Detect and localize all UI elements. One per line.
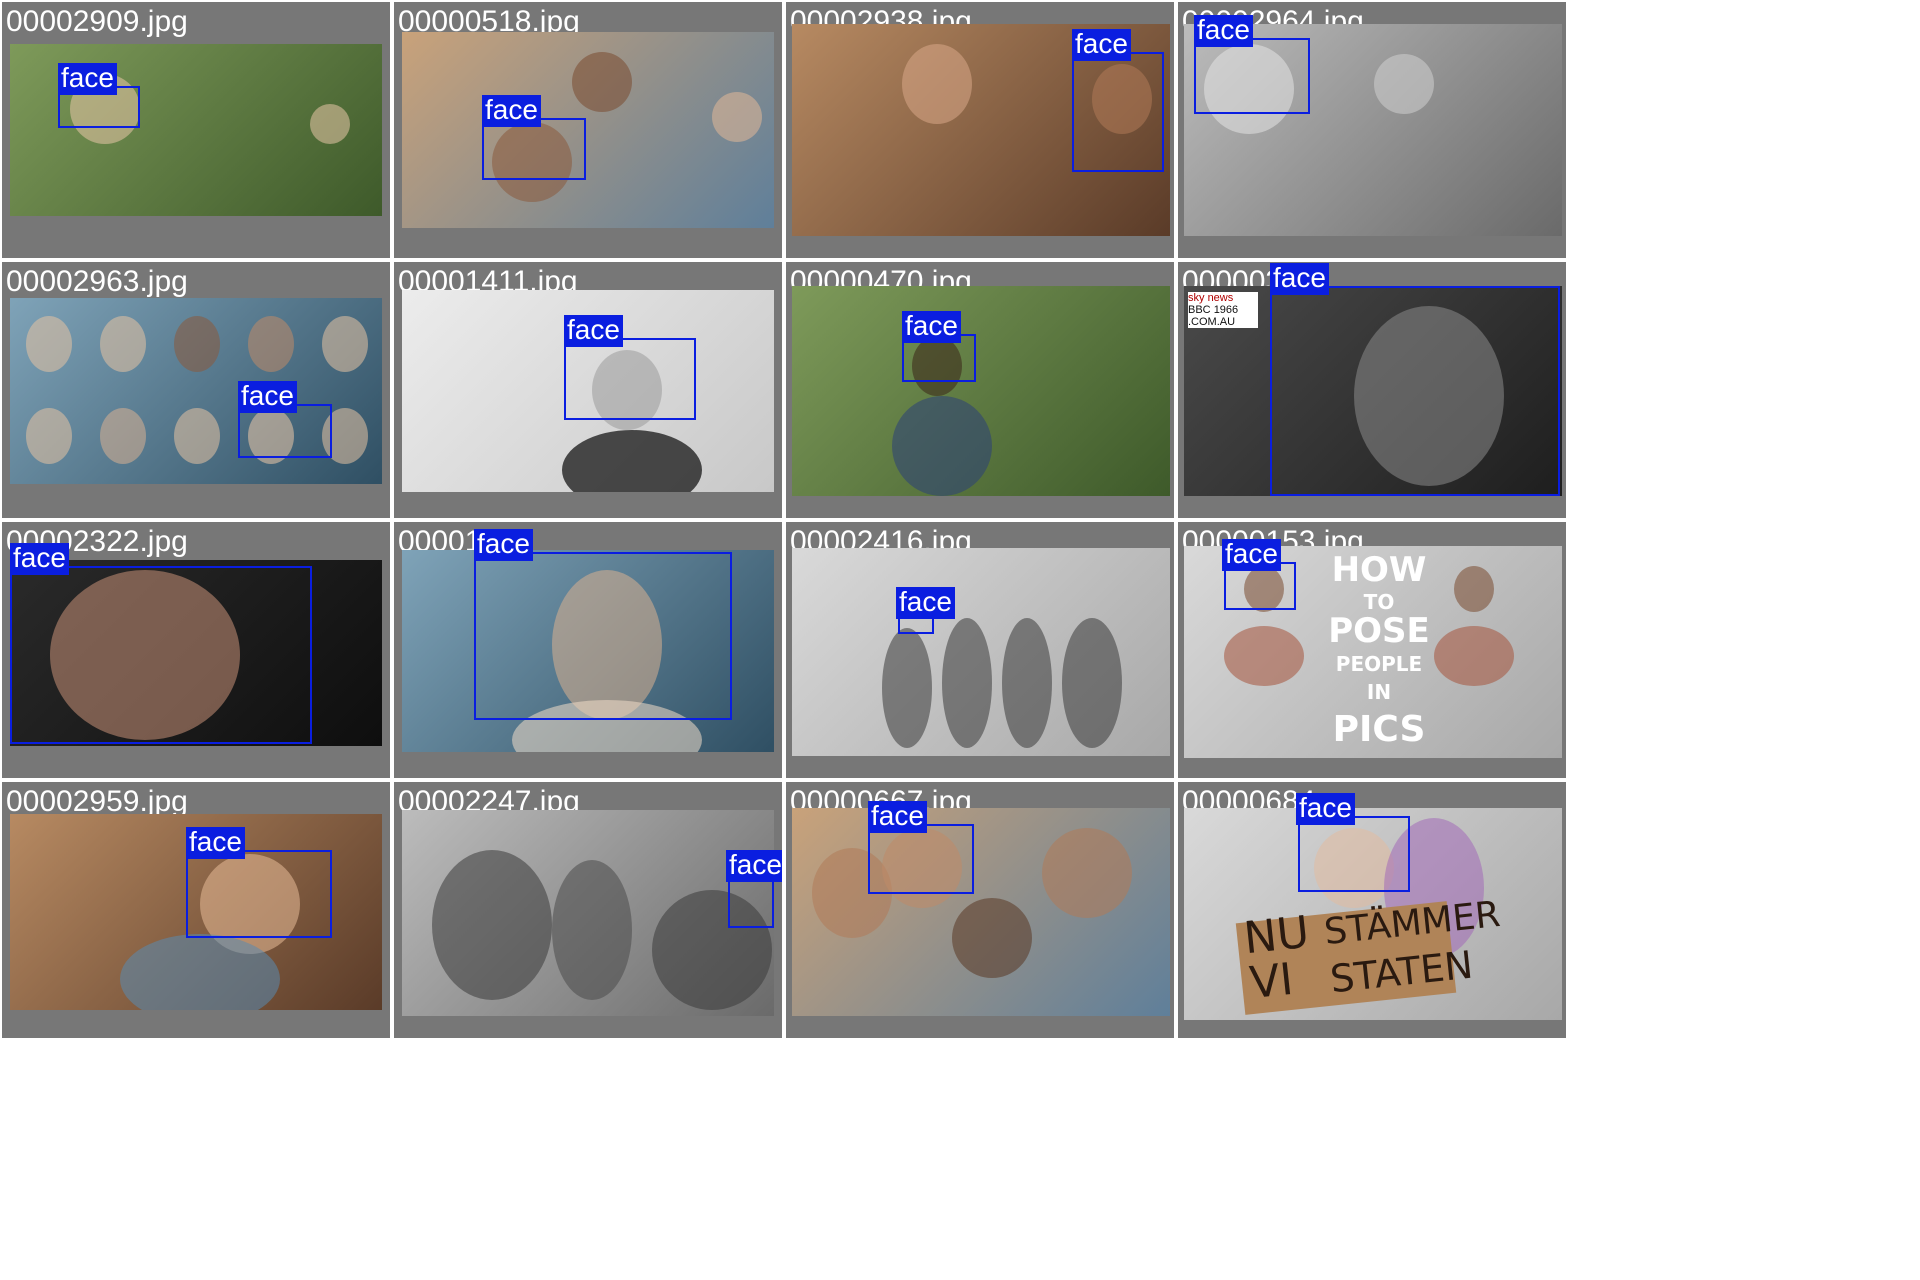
- tile-00002964: 00002964.jpg face: [1178, 2, 1566, 258]
- tile-00002909: 00002909.jpg face: [2, 2, 390, 258]
- tile-photo: [10, 298, 382, 484]
- tile-00002963: 00002963.jpg face: [2, 262, 390, 518]
- face-label: face: [726, 850, 782, 882]
- face-label: face: [1194, 15, 1253, 47]
- tile-000016: 000016 face: [394, 522, 782, 778]
- face-bounding-box: [482, 118, 586, 180]
- face-bounding-box: [1072, 52, 1164, 172]
- face-label: face: [902, 311, 961, 343]
- overlay-pics: PICS: [1332, 709, 1426, 750]
- tile-filename: 00002909.jpg: [6, 5, 188, 38]
- overlay-how: HOW: [1331, 550, 1427, 590]
- face-bounding-box: [1270, 286, 1560, 496]
- logo-domain: .COM.AU: [1188, 316, 1236, 328]
- face-label: face: [1270, 263, 1329, 295]
- news-logo: sky news BBC 1966 .COM.AU: [1188, 292, 1258, 328]
- tile-00002416: 00002416.jpg face: [786, 522, 1174, 778]
- tile-00000153: 00000153.jpg HOW TO POSE PEOPLE IN PICS …: [1178, 522, 1566, 778]
- face-label: face: [238, 381, 297, 413]
- overlay-in: IN: [1366, 680, 1392, 704]
- tile-photo: sky news BBC 1966 .COM.AU: [1184, 286, 1562, 496]
- tile-00002322: 00002322.jpg face: [2, 522, 390, 778]
- overlay-people: PEOPLE: [1335, 652, 1423, 676]
- logo-sky: sky: [1188, 292, 1205, 304]
- tile-00002247: 00002247.jpg face: [394, 782, 782, 1038]
- tile-photo: HOW TO POSE PEOPLE IN PICS: [1184, 546, 1562, 758]
- logo-bbc: BBC: [1188, 304, 1211, 316]
- face-label: face: [10, 543, 69, 575]
- face-label: face: [1222, 539, 1281, 571]
- face-bounding-box: [728, 876, 774, 928]
- face-label: face: [482, 95, 541, 127]
- face-label: face: [868, 801, 927, 833]
- tile-00000470: 00000470.jpg face: [786, 262, 1174, 518]
- tile-filename: 00002963.jpg: [6, 265, 188, 298]
- tile-00000684: 00000684 NU STÄMMER VI STATEN face: [1178, 782, 1566, 1038]
- face-label: face: [1072, 29, 1131, 61]
- face-bounding-box: [564, 338, 696, 420]
- tile-photo: NU STÄMMER VI STATEN: [1184, 808, 1562, 1020]
- tile-photo: [1184, 24, 1562, 236]
- face-label: face: [474, 529, 533, 561]
- overlay-to: TO: [1363, 590, 1395, 614]
- tile-000003: 000003 sky news BBC 1966 .COM.AU face: [1178, 262, 1566, 518]
- face-bounding-box: [1194, 38, 1310, 114]
- face-label: face: [896, 587, 955, 619]
- tile-photo: [402, 290, 774, 492]
- tile-00000518: 00000518.jpg face: [394, 2, 782, 258]
- face-bounding-box: [186, 850, 332, 938]
- tile-photo: [402, 32, 774, 228]
- logo-news: news: [1207, 292, 1234, 304]
- face-label: face: [1296, 793, 1355, 825]
- tile-photo: [402, 810, 774, 1016]
- tile-photo: [10, 560, 382, 746]
- tile-photo: [792, 808, 1170, 1016]
- sign-vi: VI: [1247, 953, 1296, 1010]
- face-label: face: [186, 827, 245, 859]
- tile-00002959: 00002959.jpg face: [2, 782, 390, 1038]
- tile-00001411: 00001411.jpg face: [394, 262, 782, 518]
- face-bounding-box: [10, 566, 312, 744]
- face-label: face: [564, 315, 623, 347]
- tile-filename: 00002959.jpg: [6, 785, 188, 818]
- tile-photo: [792, 24, 1170, 236]
- tile-photo: [792, 286, 1170, 496]
- logo-year: 1966: [1213, 304, 1239, 316]
- face-bounding-box: [474, 552, 732, 720]
- tile-00000667: 00000667.jpg face: [786, 782, 1174, 1038]
- overlay-pose: POSE: [1328, 611, 1430, 651]
- face-label: face: [58, 63, 117, 95]
- tile-00002938: 00002938.jpg face: [786, 2, 1174, 258]
- face-bounding-box: [868, 824, 974, 894]
- face-bounding-box: [1298, 816, 1410, 892]
- tile-photo: [792, 548, 1170, 756]
